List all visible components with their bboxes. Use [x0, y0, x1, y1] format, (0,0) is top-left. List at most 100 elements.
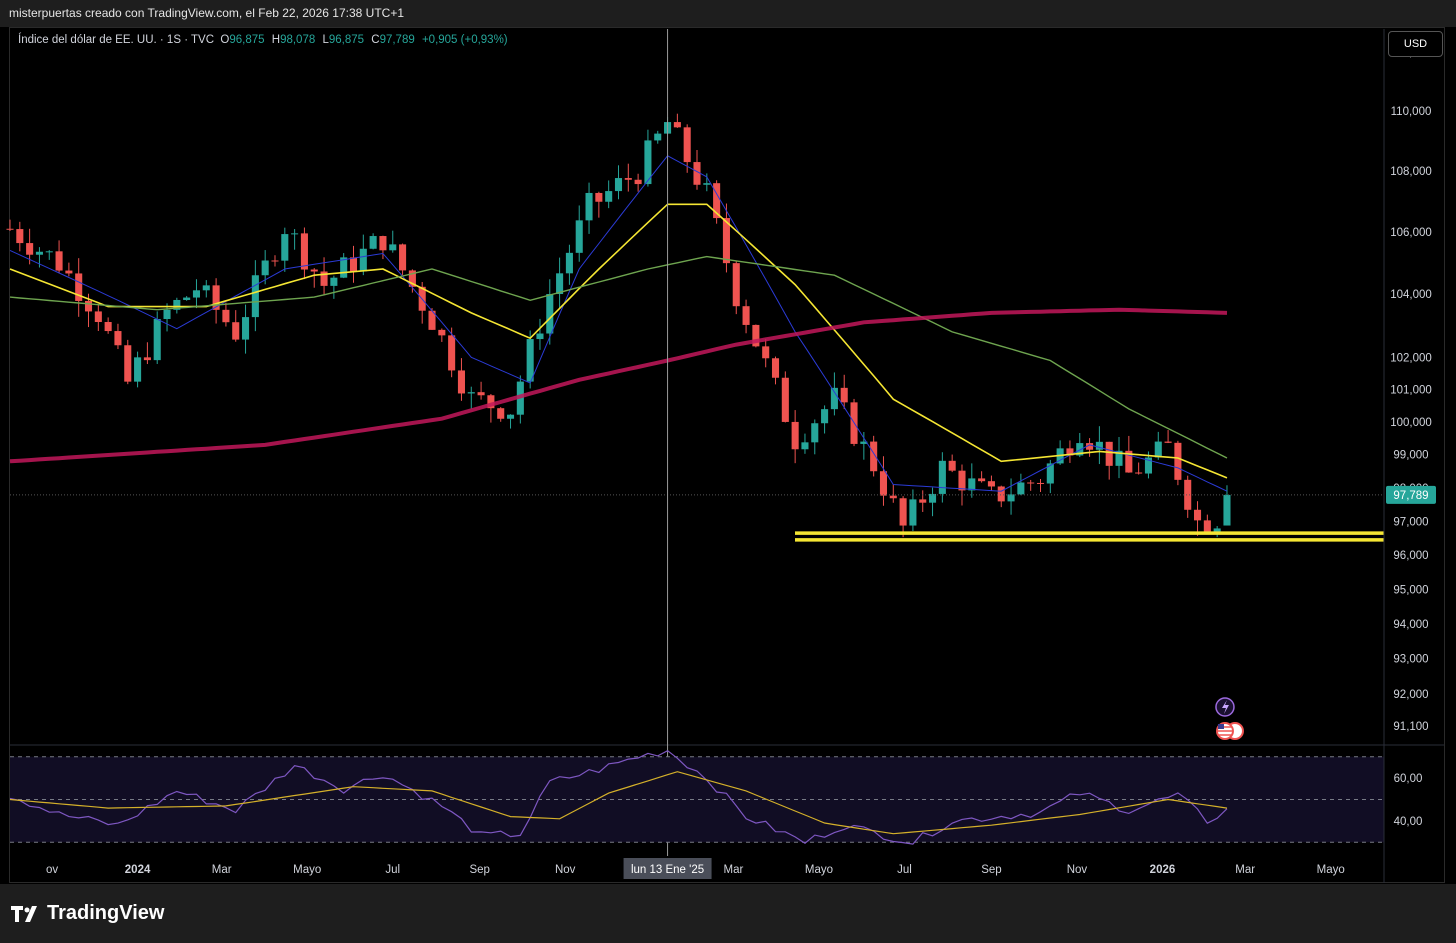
candle [1036, 479, 1045, 493]
time-tick-label: Jul [897, 864, 912, 876]
candle-body [958, 470, 966, 491]
candle [801, 433, 809, 454]
candle [389, 230, 397, 253]
currency-button[interactable]: USD [1388, 31, 1443, 57]
candle-body [212, 285, 220, 310]
candle-body [899, 498, 907, 526]
candle [909, 489, 917, 531]
rsi-band [10, 756, 1384, 843]
candle-body [860, 441, 868, 444]
candle [75, 258, 83, 317]
candle [870, 435, 878, 477]
candle-body [1144, 457, 1152, 474]
candle-body [183, 297, 191, 300]
price-tick-label: 101,000 [1390, 384, 1432, 396]
time-axis[interactable]: ov 2024 Mar Mayo Jul Sep Nov Mar Mayo Jul Sep Nov 20… [46, 858, 1345, 879]
candle [1223, 485, 1231, 526]
candle-body [762, 346, 770, 359]
candle-body [919, 499, 927, 503]
candle-body [605, 191, 613, 202]
candle-body [202, 285, 210, 291]
candle [1007, 478, 1015, 515]
candle-body [830, 387, 838, 410]
bottom-bar [0, 884, 1456, 943]
price-tick-label: 100,000 [1390, 417, 1432, 429]
lightning-icon[interactable] [1215, 697, 1235, 717]
candle [183, 296, 191, 301]
candle [428, 308, 436, 330]
top-bar: misterpuertas creado con TradingView.com… [0, 0, 1456, 27]
price-tick-label: 95,000 [1393, 584, 1428, 596]
candle [320, 257, 328, 296]
candle-body [75, 273, 83, 301]
candle-body [349, 257, 358, 272]
candle-body [242, 317, 250, 340]
candle-body [801, 442, 809, 450]
candle [752, 324, 760, 348]
candle-body [840, 387, 848, 403]
candle-body [114, 331, 122, 346]
price-axis[interactable]: 112,000110,000108,000106,000104,000102,0… [1383, 29, 1436, 883]
candle-body [65, 270, 73, 274]
candle-body [1213, 528, 1221, 532]
candle [1086, 438, 1094, 457]
candle [624, 163, 632, 192]
candle [722, 203, 730, 273]
candle [811, 419, 819, 455]
time-tick-label: 2026 [1150, 864, 1176, 876]
candle-body [399, 244, 407, 271]
candle [192, 279, 201, 309]
symbol-name[interactable]: Índice del dólar de EE. UU. · 1S · TVC [18, 34, 215, 46]
candle-body [251, 275, 259, 318]
tradingview-logo-icon [11, 905, 37, 922]
candle-body [732, 263, 740, 307]
high-label: H [271, 34, 281, 46]
price-pane[interactable] [6, 29, 1444, 856]
tradingview-logo[interactable]: TradingView [11, 902, 164, 925]
candle-body [26, 243, 34, 255]
candle [546, 279, 554, 345]
candle [644, 129, 652, 187]
candle-body [359, 248, 367, 272]
candle-body [271, 260, 279, 262]
candle-body [379, 236, 387, 251]
candle-body [752, 324, 760, 347]
close-label: C [371, 34, 380, 46]
candle-body [310, 269, 318, 272]
candle-body [1125, 450, 1133, 473]
candle [673, 113, 681, 128]
candle-body [693, 162, 701, 185]
candle-body [781, 377, 789, 422]
time-tick-label: Mar [212, 864, 232, 876]
candle [300, 227, 308, 280]
candle [536, 318, 544, 350]
candle [919, 490, 927, 512]
candle [134, 351, 142, 388]
symbol-legend[interactable]: Índice del dólar de EE. UU. · 1S · TVC O… [18, 34, 512, 46]
chart-frame[interactable] [9, 27, 1445, 883]
price-badge [1386, 485, 1436, 504]
rsi-pane [9, 749, 1384, 845]
candle-body [1164, 441, 1172, 443]
candle-body [821, 409, 829, 424]
candle [163, 303, 171, 332]
candle [232, 310, 240, 342]
candle [6, 219, 14, 231]
low-label: L [322, 34, 329, 46]
candle-body [1095, 441, 1103, 450]
candle [65, 262, 73, 277]
candle [242, 304, 250, 354]
us-flag-icon[interactable] [1215, 722, 1244, 740]
candle [310, 268, 318, 288]
candle [271, 255, 279, 267]
candle [860, 431, 868, 460]
candle [968, 463, 976, 498]
candle-body [585, 192, 593, 221]
candle [693, 150, 701, 190]
candle [634, 173, 642, 192]
candle-body [879, 471, 888, 496]
candle [359, 234, 367, 276]
candle [202, 280, 210, 298]
candle [448, 327, 456, 378]
